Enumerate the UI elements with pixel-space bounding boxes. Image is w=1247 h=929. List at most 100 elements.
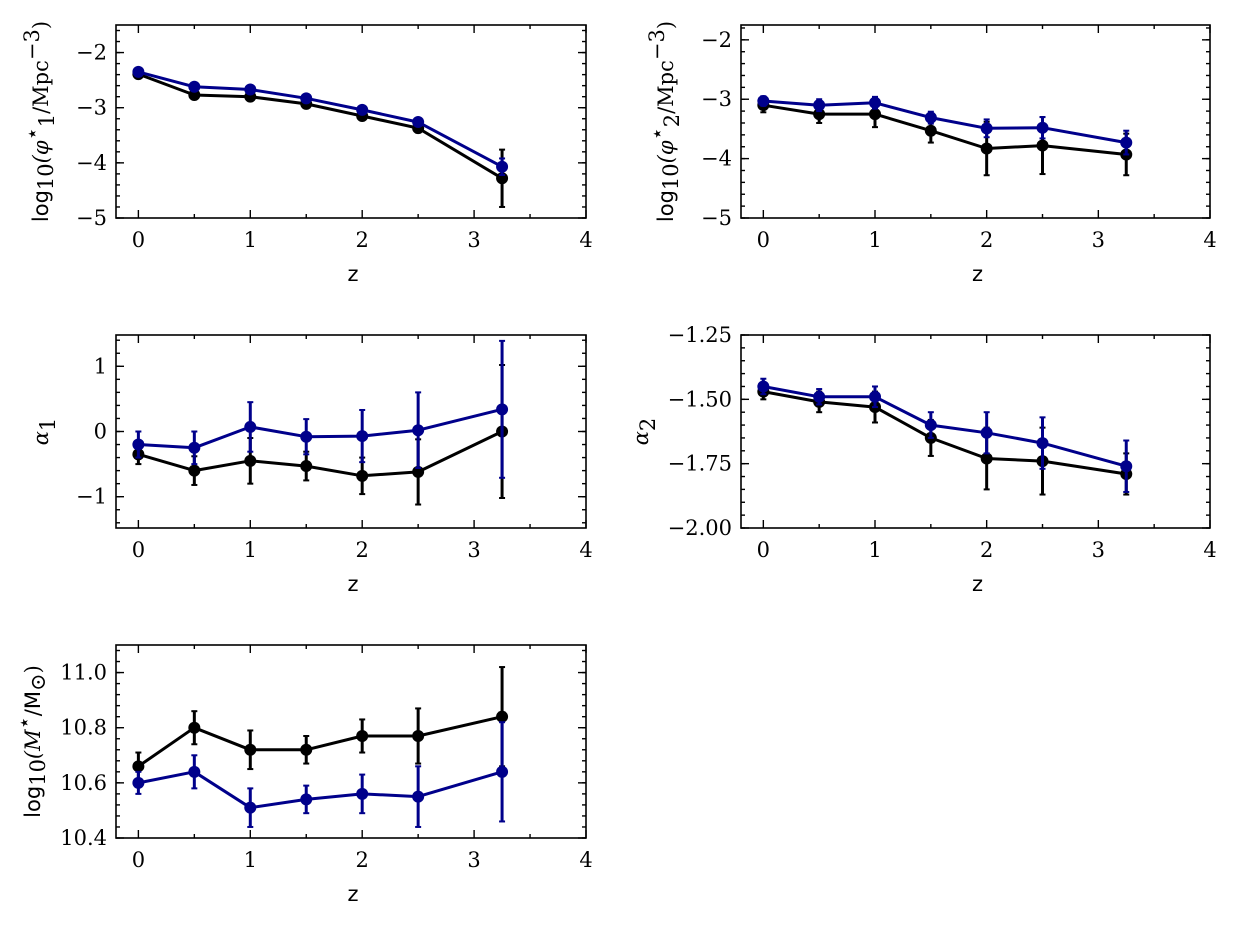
- data-point: [813, 99, 826, 112]
- data-point: [244, 454, 257, 467]
- y-tick-label: 10.4: [60, 826, 107, 850]
- x-tick-label: 2: [356, 848, 369, 872]
- x-tick-label: 0: [757, 228, 770, 252]
- data-point: [356, 430, 369, 443]
- data-point: [188, 80, 201, 93]
- y-tick-label: −1: [76, 485, 107, 509]
- data-point: [188, 441, 201, 454]
- y-axis-label: log10(M⋆/M⊙): [12, 665, 50, 818]
- data-point: [356, 787, 369, 800]
- x-tick-label: 2: [356, 538, 369, 562]
- data-point: [869, 96, 881, 109]
- y-tick-label: −1.25: [668, 323, 732, 347]
- plot-frame: [115, 24, 587, 219]
- y-tick-label: −5: [76, 206, 107, 230]
- x-tick-label: 3: [1092, 228, 1105, 252]
- x-tick-label: 2: [356, 228, 369, 252]
- data-point: [980, 122, 993, 135]
- panel-4: 0 1 2 3 4 −2.00 −1.75 −1.50 −1.25 z α2: [629, 323, 1217, 596]
- series-2: [132, 65, 509, 176]
- data-point: [300, 460, 313, 473]
- panel-5: 0 1 2 3 4 10.4 10.6 10.8 11.0 z log10(M⋆/M⊙): [12, 644, 593, 906]
- x-tick-label: 2: [980, 228, 993, 252]
- y-tick-label: −2: [76, 41, 107, 65]
- data-point: [1036, 121, 1049, 134]
- y-tick-label: −3: [701, 87, 732, 111]
- x-axis-label: z: [347, 882, 358, 906]
- y-tick-label: −5: [701, 206, 732, 230]
- y-tick-label: −3: [76, 96, 107, 120]
- x-tick-label: 0: [757, 538, 770, 562]
- data-point: [924, 111, 937, 124]
- panel-2: 0 1 2 3 4 −5 −4 −3 −2 z log10(φ⋆2/Mpc−3): [645, 21, 1217, 286]
- x-tick-label: 2: [980, 538, 993, 562]
- data-point: [132, 760, 145, 773]
- series-1: [757, 382, 1133, 496]
- x-tick-label: 4: [579, 228, 592, 252]
- data-point: [188, 721, 201, 734]
- x-axis-label: z: [972, 572, 983, 596]
- series-2: [132, 721, 509, 828]
- data-point: [924, 124, 937, 137]
- data-point: [356, 103, 369, 116]
- data-point: [496, 160, 509, 173]
- x-tick-label: 0: [132, 538, 145, 562]
- data-point: [244, 420, 257, 433]
- x-tick-label: 4: [579, 848, 592, 872]
- data-point: [188, 89, 201, 102]
- y-tick-label: 10.8: [60, 716, 107, 740]
- data-point: [244, 743, 257, 756]
- data-point: [412, 790, 425, 803]
- data-point: [412, 729, 425, 742]
- series-1: [132, 363, 509, 506]
- data-point: [1036, 437, 1049, 450]
- y-tick-label: 1: [94, 354, 107, 378]
- data-point: [869, 390, 881, 403]
- data-point: [412, 116, 425, 129]
- x-tick-label: 1: [244, 848, 257, 872]
- data-point: [244, 83, 257, 96]
- y-axis-label: α1: [29, 418, 60, 446]
- panel-1: 0 1 2 3 4 −5 −4 −3 −2 z log10(φ⋆1/Mpc−3): [20, 21, 593, 286]
- x-tick-label: 3: [467, 848, 480, 872]
- data-point: [300, 743, 313, 756]
- x-tick-label: 3: [467, 538, 480, 562]
- x-tick-label: 4: [1203, 538, 1216, 562]
- x-axis-label: z: [347, 262, 358, 286]
- data-point: [244, 801, 257, 814]
- data-point: [980, 452, 993, 465]
- data-point: [980, 142, 993, 155]
- x-axis-label: z: [347, 572, 358, 596]
- data-point: [132, 438, 145, 451]
- data-point: [300, 92, 313, 105]
- data-point: [356, 729, 369, 742]
- series-1: [757, 97, 1133, 177]
- data-point: [496, 710, 509, 723]
- data-point: [300, 430, 313, 443]
- data-point: [496, 403, 509, 416]
- y-tick-label: −4: [701, 147, 732, 171]
- y-tick-label: 10.6: [60, 771, 107, 795]
- y-axis-label: α2: [629, 418, 660, 446]
- data-point: [1036, 139, 1049, 152]
- series-1: [132, 666, 509, 782]
- series-2: [757, 95, 1133, 156]
- y-tick-label: 11.0: [60, 661, 107, 685]
- data-point: [813, 390, 826, 403]
- data-point: [188, 464, 201, 477]
- x-tick-label: 0: [132, 848, 145, 872]
- y-tick-label: −2.00: [668, 516, 732, 540]
- y-axis-label: log10(φ⋆1/Mpc−3): [20, 21, 59, 222]
- data-point: [1120, 460, 1133, 473]
- y-tick-label: −2: [701, 28, 732, 52]
- data-point: [757, 380, 770, 393]
- data-point: [1120, 136, 1133, 149]
- data-point: [869, 108, 881, 121]
- plot-frame: [115, 644, 587, 839]
- data-point: [132, 776, 145, 789]
- x-tick-label: 1: [244, 228, 257, 252]
- data-point: [132, 65, 145, 78]
- data-point: [188, 765, 201, 778]
- y-tick-label: −1.75: [668, 452, 732, 476]
